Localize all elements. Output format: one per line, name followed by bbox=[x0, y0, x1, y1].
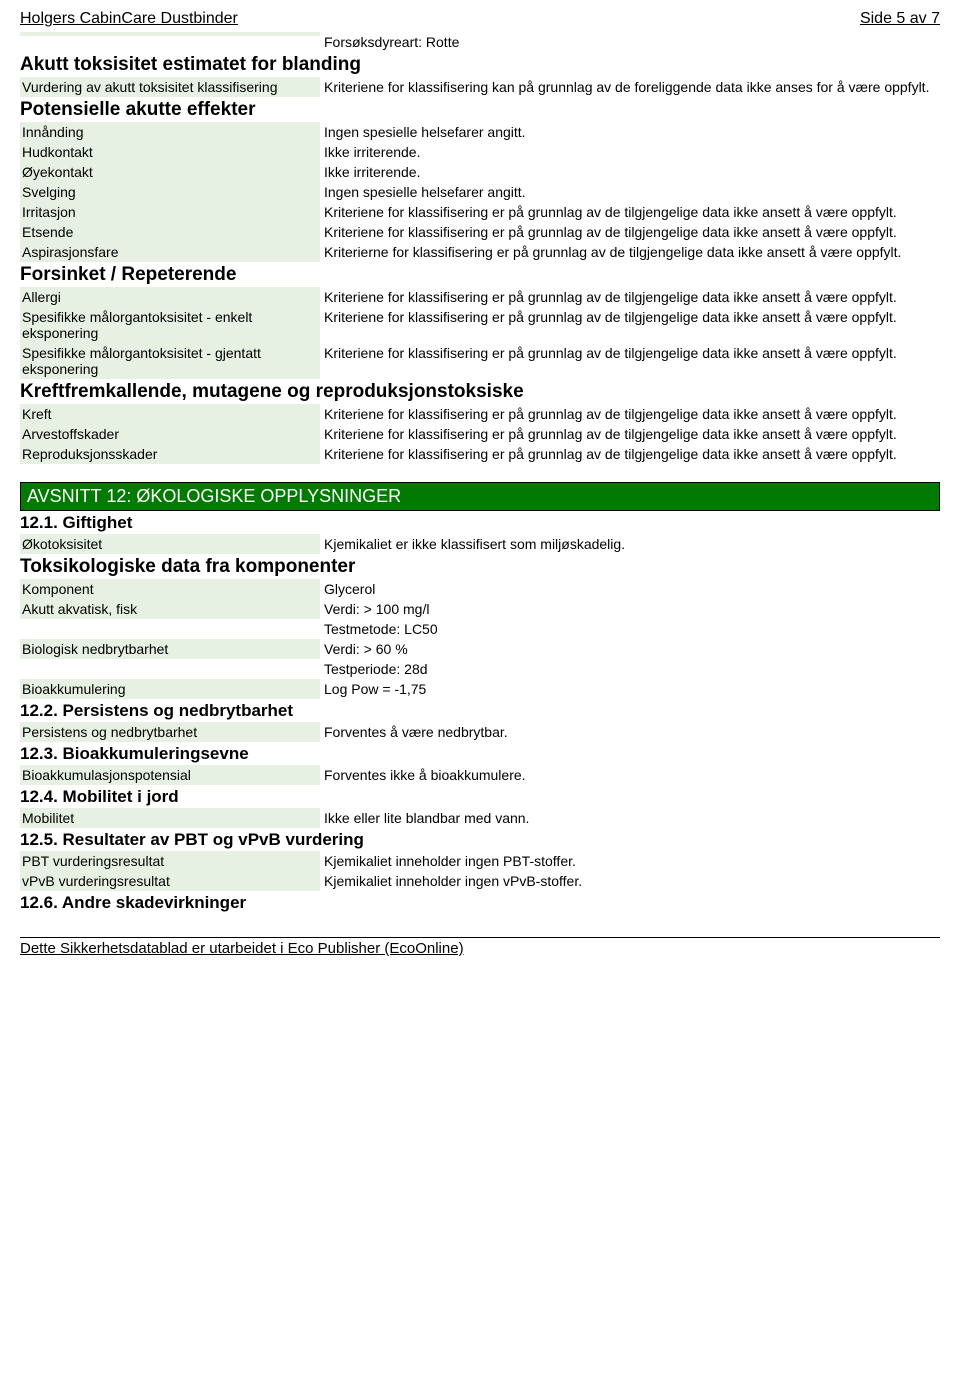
section-delayed: Forsinket / Repeterende bbox=[20, 264, 940, 286]
row-ecotox: Økotoksisitet Kjemikaliet er ikke klassi… bbox=[20, 534, 940, 554]
value: Testperiode: 28d bbox=[320, 659, 940, 679]
label: Persistens og nedbrytbarhet bbox=[20, 722, 320, 742]
row-corrosive: Etsende Kriteriene for klassifisering er… bbox=[20, 222, 940, 242]
row-biodeg: Biologisk nedbrytbarhet Verdi: > 60 % bbox=[20, 639, 940, 659]
label: Arvestoffskader bbox=[20, 424, 320, 444]
label: Mobilitet bbox=[20, 808, 320, 828]
row-acute-fish-method: Testmetode: LC50 bbox=[20, 619, 940, 639]
section-acute-tox: Akutt toksisitet estimatet for blanding bbox=[20, 54, 940, 76]
value: Kriterierne for klassifisering er på gru… bbox=[320, 242, 940, 262]
row-stot-single: Spesifikke målorgantoksisitet - enkelt e… bbox=[20, 307, 940, 343]
value: Kjemikaliet inneholder ingen PBT-stoffer… bbox=[320, 851, 940, 871]
label: PBT vurderingsresultat bbox=[20, 851, 320, 871]
section-12-6: 12.6. Andre skadevirkninger bbox=[20, 893, 940, 913]
section-12-1: 12.1. Giftighet bbox=[20, 513, 940, 533]
value: Kriteriene for klassifisering er på grun… bbox=[320, 222, 940, 242]
value: Glycerol bbox=[320, 579, 940, 599]
label: Etsende bbox=[20, 222, 320, 242]
doc-title: Holgers CabinCare Dustbinder bbox=[20, 10, 238, 28]
row-biodeg-period: Testperiode: 28d bbox=[20, 659, 940, 679]
value: Kriteriene for klassifisering er på grun… bbox=[320, 287, 940, 307]
label: Spesifikke målorgantoksisitet - gjentatt… bbox=[20, 343, 320, 379]
row-reproduction: Reproduksjonsskader Kriteriene for klass… bbox=[20, 444, 940, 464]
row-acute-fish: Akutt akvatisk, fisk Verdi: > 100 mg/l bbox=[20, 599, 940, 619]
row-stot-repeated: Spesifikke målorgantoksisitet - gjentatt… bbox=[20, 343, 940, 379]
label: Akutt akvatisk, fisk bbox=[20, 599, 320, 619]
row-inhalation: Innånding Ingen spesielle helsefarer ang… bbox=[20, 122, 940, 142]
row-swallow: Svelging Ingen spesielle helsefarer angi… bbox=[20, 182, 940, 202]
pre-value: Forsøksdyreart: Rotte bbox=[320, 32, 940, 52]
row-cancer: Kreft Kriteriene for klassifisering er p… bbox=[20, 404, 940, 424]
section-12-4: 12.4. Mobilitet i jord bbox=[20, 787, 940, 807]
row-aspiration: Aspirasjonsfare Kriterierne for klassifi… bbox=[20, 242, 940, 262]
value: Ikke irriterende. bbox=[320, 142, 940, 162]
label: Reproduksjonsskader bbox=[20, 444, 320, 464]
row-skin: Hudkontakt Ikke irriterende. bbox=[20, 142, 940, 162]
pre-label bbox=[20, 32, 320, 36]
value: Verdi: > 60 % bbox=[320, 639, 940, 659]
row-irritation: Irritasjon Kriteriene for klassifisering… bbox=[20, 202, 940, 222]
row-classification: Vurdering av akutt toksisitet klassifise… bbox=[20, 77, 940, 97]
row-mobility: Mobilitet Ikke eller lite blandbar med v… bbox=[20, 808, 940, 828]
value: Kjemikaliet inneholder ingen vPvB-stoffe… bbox=[320, 871, 940, 891]
value: Kriteriene for klassifisering er på grun… bbox=[320, 424, 940, 444]
value: Forventes å være nedbrytbar. bbox=[320, 722, 940, 742]
value: Kriteriene for klassifisering er på grun… bbox=[320, 307, 940, 327]
label: Bioakkumulasjonspotensial bbox=[20, 765, 320, 785]
label: Svelging bbox=[20, 182, 320, 202]
label: Biologisk nedbrytbarhet bbox=[20, 639, 320, 659]
value: Log Pow = -1,75 bbox=[320, 679, 940, 699]
page-header: Holgers CabinCare Dustbinder Side 5 av 7 bbox=[20, 10, 940, 30]
row-persistence: Persistens og nedbrytbarhet Forventes å … bbox=[20, 722, 940, 742]
label: Komponent bbox=[20, 579, 320, 599]
section-cmr: Kreftfremkallende, mutagene og reproduks… bbox=[20, 381, 940, 403]
label bbox=[20, 619, 320, 623]
label: Allergi bbox=[20, 287, 320, 307]
row-component: Komponent Glycerol bbox=[20, 579, 940, 599]
label: Irritasjon bbox=[20, 202, 320, 222]
section-tox-components: Toksikologiske data fra komponenter bbox=[20, 556, 940, 578]
value: Verdi: > 100 mg/l bbox=[320, 599, 940, 619]
footer: Dette Sikkerhetsdatablad er utarbeidet i… bbox=[20, 937, 940, 957]
label: Innånding bbox=[20, 122, 320, 142]
label: Øyekontakt bbox=[20, 162, 320, 182]
label: Kreft bbox=[20, 404, 320, 424]
value: Kriteriene for klassifisering er på grun… bbox=[320, 343, 940, 363]
label: Hudkontakt bbox=[20, 142, 320, 162]
row-bioacc-pot: Bioakkumulasjonspotensial Forventes ikke… bbox=[20, 765, 940, 785]
section-12-3: 12.3. Bioakkumuleringsevne bbox=[20, 744, 940, 764]
page-number: Side 5 av 7 bbox=[860, 10, 940, 28]
section-12-header: AVSNITT 12: ØKOLOGISKE OPPLYSNINGER bbox=[20, 482, 940, 511]
section-potential-effects: Potensielle akutte effekter bbox=[20, 99, 940, 121]
value: Ingen spesielle helsefarer angitt. bbox=[320, 182, 940, 202]
label bbox=[20, 659, 320, 663]
value: Ingen spesielle helsefarer angitt. bbox=[320, 122, 940, 142]
value: Kriteriene for klassifisering er på grun… bbox=[320, 444, 940, 464]
label: Aspirasjonsfare bbox=[20, 242, 320, 262]
value: Kriteriene for klassifisering er på grun… bbox=[320, 404, 940, 424]
row-vpvb: vPvB vurderingsresultat Kjemikaliet inne… bbox=[20, 871, 940, 891]
label: Bioakkumulering bbox=[20, 679, 320, 699]
label: Vurdering av akutt toksisitet klassifise… bbox=[20, 77, 320, 97]
row-mutagenic: Arvestoffskader Kriteriene for klassifis… bbox=[20, 424, 940, 444]
value: Kjemikaliet er ikke klassifisert som mil… bbox=[320, 534, 940, 554]
pre-row: Forsøksdyreart: Rotte bbox=[20, 32, 940, 52]
value: Ikke irriterende. bbox=[320, 162, 940, 182]
row-bioacc: Bioakkumulering Log Pow = -1,75 bbox=[20, 679, 940, 699]
value: Testmetode: LC50 bbox=[320, 619, 940, 639]
value: Ikke eller lite blandbar med vann. bbox=[320, 808, 940, 828]
section-12-2: 12.2. Persistens og nedbrytbarhet bbox=[20, 701, 940, 721]
row-eye: Øyekontakt Ikke irriterende. bbox=[20, 162, 940, 182]
label: vPvB vurderingsresultat bbox=[20, 871, 320, 891]
value: Kriteriene for klassifisering er på grun… bbox=[320, 202, 940, 222]
row-allergy: Allergi Kriteriene for klassifisering er… bbox=[20, 287, 940, 307]
label: Spesifikke målorgantoksisitet - enkelt e… bbox=[20, 307, 320, 343]
row-pbt: PBT vurderingsresultat Kjemikaliet inneh… bbox=[20, 851, 940, 871]
section-12-5: 12.5. Resultater av PBT og vPvB vurderin… bbox=[20, 830, 940, 850]
value: Kriteriene for klassifisering kan på gru… bbox=[320, 77, 940, 97]
label: Økotoksisitet bbox=[20, 534, 320, 554]
value: Forventes ikke å bioakkumulere. bbox=[320, 765, 940, 785]
